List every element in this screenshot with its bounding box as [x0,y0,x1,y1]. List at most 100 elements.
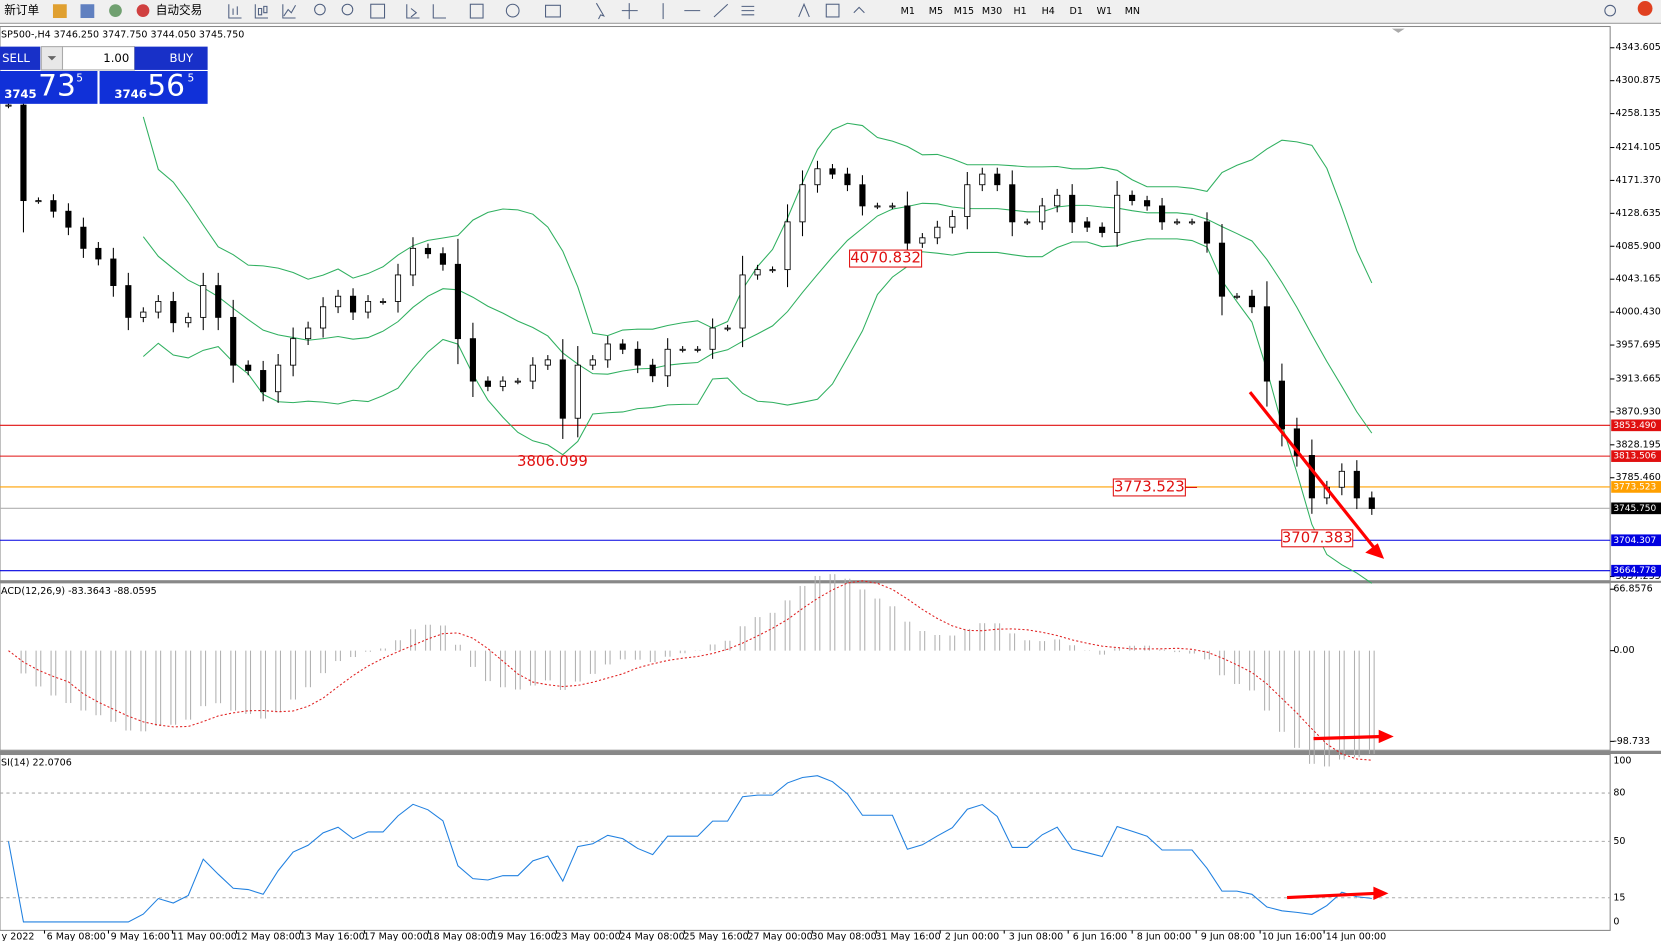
candle-body [709,327,716,350]
one-click-panel[interactable]: SELL 1.00 BUY 3745 73 5 3746 56 5 [0,46,208,104]
y-tick-label: 4128.635 [1615,208,1660,219]
candle-body [125,285,132,318]
timeframe-button[interactable]: M1 [901,6,915,17]
search-icon[interactable] [1604,4,1616,17]
price-level-label: 3704.307 [1613,536,1656,546]
x-tick-label: 11 May 00:00 [172,931,237,941]
x-tick-label: 17 May 00:00 [364,931,429,941]
candle-body [1368,497,1375,509]
candle-body [1233,295,1241,298]
sell-button[interactable]: SELL [2,51,30,65]
y-tick-label: 3957.695 [1615,340,1660,351]
candle-body [200,285,207,318]
symbol-info: SP500-,H4 3746.250 3747.750 3744.050 374… [1,29,244,40]
y-tick-label: 50 [1613,836,1625,847]
x-tick-label: 25 May 16:00 [683,931,748,941]
icon[interactable] [52,4,67,19]
candle-body [769,269,776,272]
timeframe-button[interactable]: W1 [1097,6,1112,17]
annotation-box [1281,529,1354,548]
icon[interactable] [109,4,122,17]
drawn-arrows [1248,391,1394,900]
candle-body [454,263,461,340]
timeframe-button[interactable]: M5 [929,6,943,17]
candle-body [155,301,162,313]
candle-body [1308,455,1315,499]
candle-body [664,348,671,377]
timeframe-button[interactable]: MN [1125,6,1140,17]
macd-label: ACD(12,26,9) -83.3643 -88.0595 [1,586,157,597]
ask-fraction: 5 [187,72,194,84]
y-tick-label: 66.8576 [1613,584,1652,595]
annotation-label: 3773.523 [1114,478,1185,495]
y-tick-label: 4000.430 [1615,307,1660,318]
candle-body [20,104,27,202]
candle-body [889,205,896,208]
macd-signal [8,580,1372,761]
candle-body [170,301,177,324]
timeframe-bar: M1 M5 M15 M30 H1 H4 D1 W1 MN [901,6,1140,17]
lot-size[interactable]: 1.00 [103,51,129,65]
candle-body [499,380,506,387]
x-tick-label: 27 May 00:00 [747,931,812,941]
x-tick-label: 6 May 08:00 [47,931,106,941]
timeframe-button[interactable]: H4 [1042,6,1055,17]
candle-body [1248,295,1256,308]
shift-marker [1391,28,1405,33]
candle-body [1218,242,1226,297]
candle-body [320,306,327,329]
candle-body [334,295,342,308]
timeframe-button[interactable]: M15 [954,6,974,17]
price-level-label: 3813.506 [1613,452,1656,462]
x-tick-label: 14 Jun 00:00 [1326,931,1386,941]
annotation-box [849,249,923,268]
auto-trade-icon[interactable] [136,4,150,17]
candle-body [1203,221,1211,244]
timeframe-button[interactable]: H1 [1014,6,1027,17]
candle-body [409,247,417,276]
tool-icons[interactable] [228,2,865,20]
candle-body [185,316,192,324]
annotation-label: 4070.832 [850,250,921,267]
price-level-label: 3773.523 [1613,482,1656,492]
candle-body [1144,200,1151,207]
price-level-label: 3664.778 [1613,566,1656,576]
candle-body [754,269,761,276]
candle-body [1158,205,1166,223]
candle-body [1084,221,1091,228]
candle-body [379,301,387,303]
annotation-label: 3707.383 [1282,529,1353,546]
auto-trade-button[interactable]: 自动交易 [156,3,203,17]
price-level-tag [1611,502,1661,515]
notification-badge[interactable] [1637,1,1653,16]
x-tick-label: 23 May 00:00 [556,931,621,941]
buy-button[interactable]: BUY [169,51,194,65]
candle-body [814,168,821,186]
price-level-tag [1611,564,1661,577]
x-tick-label: 6 Jun 16:00 [1073,931,1127,941]
candle-body [305,327,312,340]
timeframe-button[interactable]: D1 [1070,6,1083,17]
candle-body [679,348,686,351]
candle-body [1069,194,1076,223]
new-order-button[interactable]: 新订单 [4,3,39,17]
x-tick-label: 12 May 08:00 [236,931,301,941]
y-tick-label: 3913.665 [1615,373,1660,384]
icon[interactable] [80,4,95,19]
chart-layer: 4343.605 4300.875 4258.135 4214.105 4171.370… [0,42,1661,941]
candle-body [1114,194,1121,233]
price-level-tag [1611,534,1661,547]
candle-body [95,247,102,260]
ask-prefix: 3746 [114,87,146,101]
candle-body [215,285,222,318]
timeframe-button[interactable]: M30 [982,6,1002,17]
candle-body [1099,226,1106,233]
candle-layer [5,73,1375,515]
candle-body [1338,470,1345,488]
x-tick-label: 13 May 16:00 [300,931,365,941]
candle-body [859,184,866,207]
candle-body [80,226,87,249]
candle-body [574,364,581,419]
x-tick-label: 3 Jun 08:00 [1009,931,1063,941]
candle-body [5,104,12,107]
